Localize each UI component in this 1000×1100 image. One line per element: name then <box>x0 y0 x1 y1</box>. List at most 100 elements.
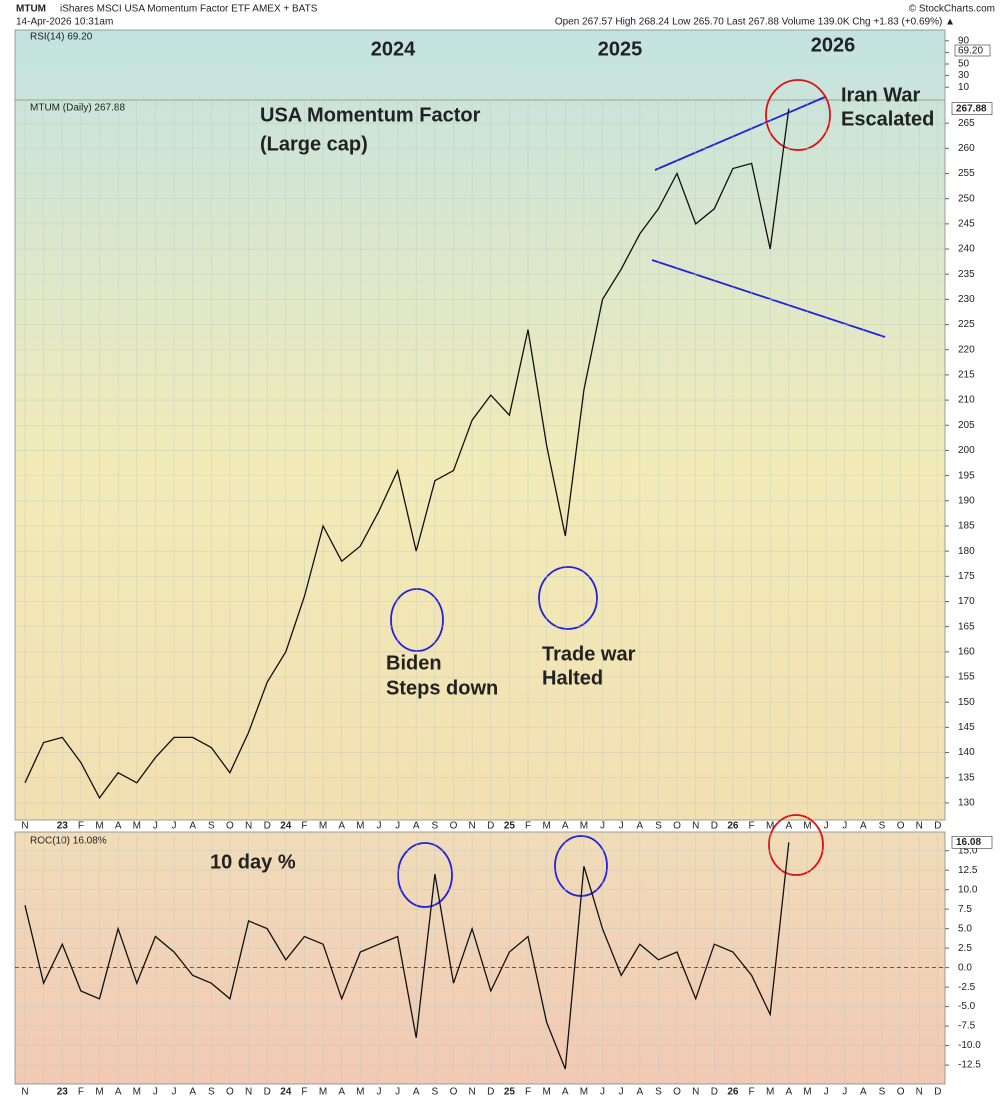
annotation: Biden <box>386 652 442 674</box>
x-tick-label: A <box>785 821 792 832</box>
x-tick-label: M <box>766 1087 774 1098</box>
x-tick-label: M <box>580 1087 588 1098</box>
last-value-box <box>954 44 991 57</box>
x-tick-label: A <box>860 821 867 832</box>
x-tick-label: M <box>542 821 550 832</box>
y-tick-label: 5.0 <box>958 923 972 934</box>
x-tick-label: N <box>692 821 699 832</box>
x-tick-label: A <box>636 821 643 832</box>
x-tick-label: M <box>356 821 364 832</box>
x-tick-label: A <box>189 821 196 832</box>
x-tick-label: O <box>450 1087 458 1098</box>
x-tick-label: A <box>562 1087 569 1098</box>
x-tick-label: S <box>432 1087 439 1098</box>
x-tick-label: A <box>115 821 122 832</box>
x-tick-label: N <box>692 1087 699 1098</box>
y-tick-label: -10.0 <box>958 1040 981 1051</box>
x-tick-label: J <box>619 821 624 832</box>
x-tick-label: A <box>413 821 420 832</box>
x-tick-label: J <box>153 1087 158 1098</box>
x-tick-label: 23 <box>57 1087 69 1098</box>
y-tick-label: 50 <box>958 59 970 70</box>
x-tick-label: A <box>189 1087 196 1098</box>
y-tick-label: 0.0 <box>958 962 972 973</box>
panel-title: RSI(14) 69.20 <box>30 32 93 43</box>
x-tick-label: J <box>842 1087 847 1098</box>
x-tick-label: A <box>785 1087 792 1098</box>
x-tick-label: O <box>226 1087 234 1098</box>
panel-title: ROC(10) 16.08% <box>30 836 107 847</box>
y-tick-label: 225 <box>958 319 975 330</box>
panel-title: MTUM (Daily) 267.88 <box>30 103 125 114</box>
highlight-circle <box>397 842 453 908</box>
annotation: Steps down <box>386 677 498 699</box>
x-tick-label: M <box>542 1087 550 1098</box>
series-line <box>24 108 790 800</box>
x-tick-label: S <box>432 821 439 832</box>
x-tick-label: M <box>133 821 141 832</box>
x-tick-label: N <box>21 1087 28 1098</box>
x-tick-label: D <box>264 1087 271 1098</box>
x-tick-label: F <box>301 821 307 832</box>
x-tick-label: O <box>897 821 905 832</box>
y-tick-label: 240 <box>958 244 975 255</box>
last-value-label: 69.20 <box>958 46 983 57</box>
y-tick-label: 140 <box>958 747 975 758</box>
x-tick-label: O <box>673 1087 681 1098</box>
annotation: 10 day % <box>210 851 296 873</box>
y-tick-label: 265 <box>958 118 975 129</box>
x-tick-label: S <box>879 1087 886 1098</box>
x-tick-label: F <box>749 1087 755 1098</box>
x-tick-label: A <box>338 821 345 832</box>
y-tick-label: 210 <box>958 395 975 406</box>
x-tick-label: J <box>824 821 829 832</box>
x-tick-label: S <box>879 821 886 832</box>
x-tick-label: M <box>803 1087 811 1098</box>
quote: Open 267.57 High 268.24 Low 265.70 Last … <box>555 17 955 28</box>
x-tick-label: O <box>673 821 681 832</box>
roc-panel <box>14 831 946 1085</box>
y-tick-label: 12.5 <box>958 865 978 876</box>
x-tick-label: D <box>711 821 718 832</box>
x-tick-label: O <box>897 1087 905 1098</box>
last-value-label: 267.88 <box>956 103 987 114</box>
trend-line <box>651 259 886 338</box>
x-tick-label: M <box>319 821 327 832</box>
x-tick-label: J <box>172 821 177 832</box>
y-tick-label: -7.5 <box>958 1021 976 1032</box>
x-tick-label: J <box>376 821 381 832</box>
x-tick-label: A <box>636 1087 643 1098</box>
y-tick-label: 155 <box>958 672 975 683</box>
y-tick-label: 205 <box>958 420 975 431</box>
highlight-circle <box>538 566 598 630</box>
y-tick-label: 250 <box>958 193 975 204</box>
annotation: (Large cap) <box>260 133 368 155</box>
annotation: Trade war <box>542 643 636 665</box>
y-tick-label: 160 <box>958 646 975 657</box>
y-tick-label: 130 <box>958 798 975 809</box>
x-tick-label: D <box>934 1087 941 1098</box>
x-tick-label: A <box>115 1087 122 1098</box>
y-tick-label: 165 <box>958 621 975 632</box>
x-tick-label: F <box>78 1087 84 1098</box>
x-tick-label: 23 <box>57 821 69 832</box>
x-tick-label: N <box>916 1087 923 1098</box>
x-tick-label: M <box>95 1087 103 1098</box>
y-tick-label: 10.0 <box>958 884 978 895</box>
x-tick-label: F <box>525 821 531 832</box>
x-tick-label: A <box>338 1087 345 1098</box>
date: 14-Apr-2026 10:31am <box>16 17 113 28</box>
x-tick-label: 24 <box>280 1087 292 1098</box>
x-tick-label: M <box>95 821 103 832</box>
x-tick-label: D <box>487 821 494 832</box>
credit: © StockCharts.com <box>909 4 995 15</box>
x-tick-label: M <box>356 1087 364 1098</box>
x-tick-label: N <box>469 1087 476 1098</box>
x-tick-label: M <box>803 821 811 832</box>
x-tick-label: J <box>172 1087 177 1098</box>
annotation: Halted <box>542 667 603 689</box>
x-tick-label: N <box>469 821 476 832</box>
y-tick-label: 15.0 <box>958 845 978 856</box>
x-tick-label: J <box>842 821 847 832</box>
